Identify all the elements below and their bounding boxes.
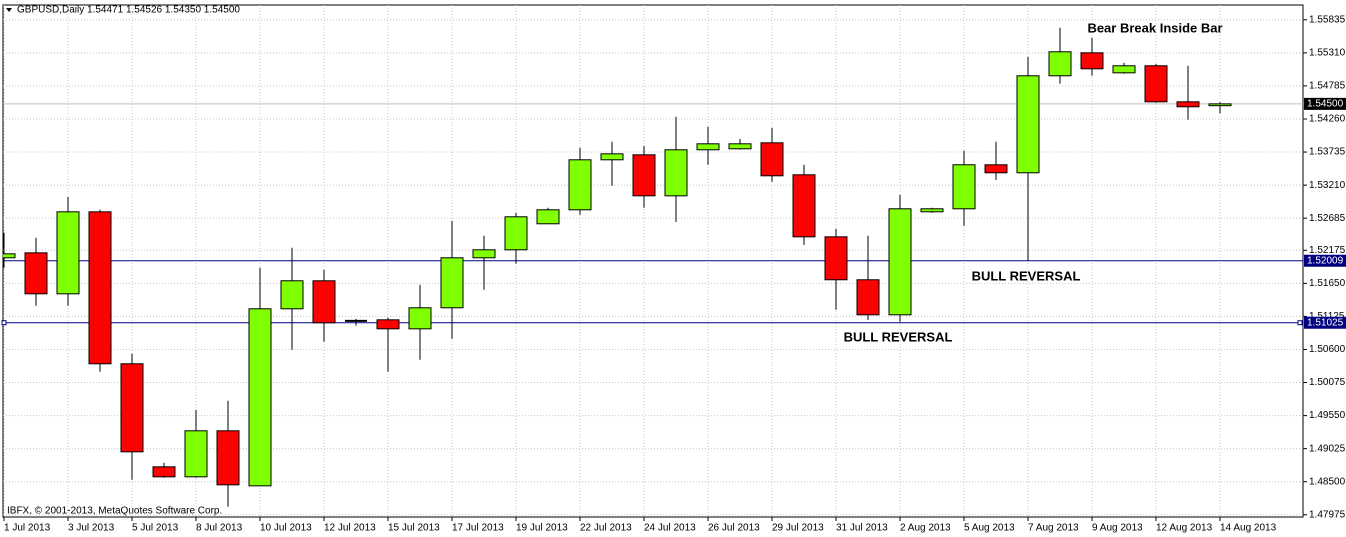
- candle-body: [984, 164, 1008, 174]
- candle-body: [248, 308, 272, 487]
- candle-body: [376, 319, 400, 330]
- candle-body: [760, 142, 784, 177]
- candle-body: [472, 249, 496, 259]
- candle-body: [600, 153, 624, 161]
- x-tick-label: 3 Jul 2013: [68, 523, 115, 534]
- credit: IBFX, © 2001-2013, MetaQuotes Software C…: [7, 506, 222, 517]
- x-tick-label: 10 Jul 2013: [260, 523, 312, 534]
- candle-body: [1176, 101, 1200, 108]
- candle-body: [3, 253, 16, 259]
- candle-body: [952, 164, 976, 210]
- candle-body: [1144, 65, 1168, 103]
- annotation: BULL REVERSAL: [844, 329, 953, 344]
- candle-body: [88, 211, 112, 365]
- x-tick-label: 17 Jul 2013: [452, 523, 504, 534]
- level-label: 1.52009: [1307, 255, 1344, 266]
- candle-body: [216, 430, 240, 486]
- candle-body: [728, 143, 752, 150]
- candle-body: [1048, 51, 1072, 77]
- x-tick-label: 1 Jul 2013: [4, 523, 51, 534]
- candle-body: [120, 363, 144, 453]
- x-tick-label: 22 Jul 2013: [580, 523, 632, 534]
- candle-body: [1112, 65, 1136, 74]
- x-tick-label: 9 Aug 2013: [1092, 523, 1143, 534]
- y-tick-label: 1.51650: [1309, 278, 1346, 289]
- annotation: Bear Break Inside Bar: [1087, 20, 1222, 35]
- level-handle: [1297, 320, 1303, 326]
- last-price-box: [1304, 97, 1346, 110]
- x-tick-label: 26 Jul 2013: [708, 523, 760, 534]
- y-tick-label: 1.49550: [1309, 410, 1346, 421]
- y-tick-label: 1.47975: [1309, 509, 1346, 520]
- candle-body: [408, 307, 432, 330]
- candle-body: [696, 143, 720, 151]
- y-tick-label: 1.52685: [1309, 213, 1346, 224]
- candle-body: [920, 208, 944, 213]
- candle-body: [312, 280, 336, 324]
- x-tick-label: 5 Aug 2013: [964, 523, 1015, 534]
- x-tick-label: 29 Jul 2013: [772, 523, 824, 534]
- last-price-label: 1.54500: [1307, 99, 1344, 110]
- candle-body: [504, 216, 528, 251]
- candle-body: [24, 252, 48, 295]
- x-tick-label: 7 Aug 2013: [1028, 523, 1079, 534]
- x-tick-label: 2 Aug 2013: [900, 523, 951, 534]
- candle-body: [184, 430, 208, 478]
- candle-body: [568, 159, 592, 211]
- x-tick-label: 12 Jul 2013: [324, 523, 376, 534]
- x-tick-label: 8 Jul 2013: [196, 523, 243, 534]
- y-tick-label: 1.55310: [1309, 48, 1346, 59]
- menu-triangle: [6, 8, 12, 12]
- candle-body: [632, 154, 656, 197]
- candle-body: [152, 466, 176, 478]
- y-tick-label: 1.54260: [1309, 114, 1346, 125]
- candle-body: [536, 209, 560, 225]
- chart-title: GBPUSD,Daily 1.54471 1.54526 1.54350 1.5…: [17, 5, 240, 16]
- x-tick-label: 15 Jul 2013: [388, 523, 440, 534]
- y-tick-label: 1.52175: [1309, 245, 1346, 256]
- x-tick-label: 14 Aug 2013: [1220, 523, 1277, 534]
- y-tick-label: 1.48500: [1309, 476, 1346, 487]
- annotation: BULL REVERSAL: [972, 268, 1081, 283]
- level-handle: [1, 320, 7, 326]
- candle-body: [856, 279, 880, 316]
- candle-body: [888, 208, 912, 316]
- y-tick-label: 1.50600: [1309, 344, 1346, 355]
- candle-body: [1080, 52, 1104, 70]
- level-label: 1.51025: [1307, 317, 1344, 328]
- candle-body: [440, 257, 464, 309]
- y-tick-label: 1.50075: [1309, 377, 1346, 388]
- y-tick-label: 1.51125: [1309, 311, 1345, 322]
- y-tick-label: 1.53210: [1309, 180, 1346, 191]
- y-tick-label: 1.54785: [1309, 81, 1346, 92]
- candle-body: [280, 280, 304, 310]
- candle-body: [1208, 103, 1232, 107]
- plot-area: [3, 5, 1303, 517]
- level-box: [1304, 316, 1346, 329]
- candle-body: [56, 211, 80, 295]
- candle-body: [1016, 75, 1040, 174]
- candle-body: [664, 149, 688, 197]
- y-tick-label: 1.49025: [1309, 443, 1346, 454]
- level-box: [1304, 254, 1346, 267]
- x-tick-label: 5 Jul 2013: [132, 523, 179, 534]
- candle-body: [792, 174, 816, 238]
- x-tick-label: 12 Aug 2013: [1156, 523, 1213, 534]
- y-tick-label: 1.55835: [1309, 14, 1346, 25]
- x-tick-label: 31 Jul 2013: [836, 523, 888, 534]
- y-tick-label: 1.53735: [1309, 147, 1346, 158]
- x-tick-label: 24 Jul 2013: [644, 523, 696, 534]
- x-tick-label: 19 Jul 2013: [516, 523, 568, 534]
- candle-body: [824, 236, 848, 281]
